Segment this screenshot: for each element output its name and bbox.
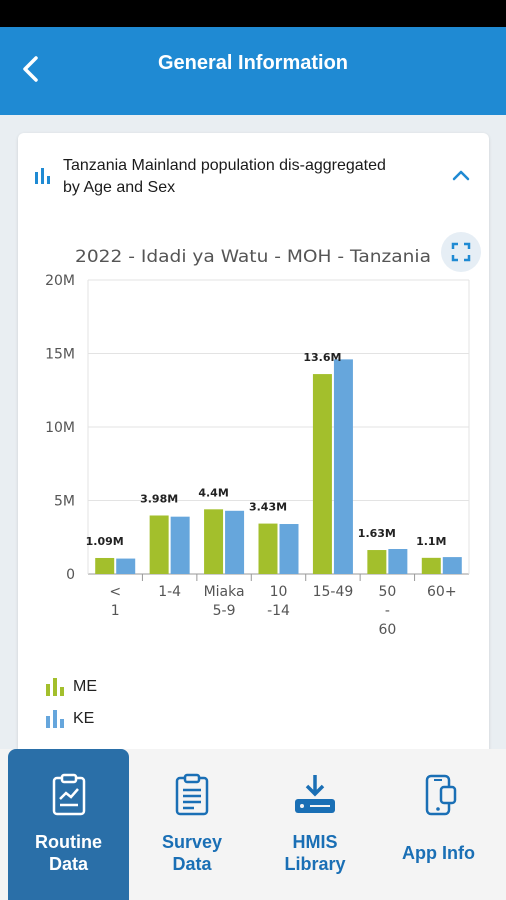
legend-bar-icon [46,710,64,728]
bar-ke [116,558,136,574]
chevron-up-icon[interactable] [450,165,472,185]
legend-item-me[interactable]: ME [46,678,97,698]
nav-label: Routine [35,832,102,852]
x-tick-label: - [385,603,390,619]
bar-chart: 2022 - Idadi ya Watu - MOH - Tanzania 0 5… [45,247,470,638]
page-title: General Information [157,52,349,74]
bar-me [312,374,332,574]
y-tick-label: 20M [45,273,75,289]
bar-chart-icon [35,168,50,184]
clipboard-chart-icon [52,773,85,816]
clipboard-list-icon [175,773,209,816]
bar-ke [279,524,299,574]
card-title: Tanzania Mainland population dis-aggrega… [63,157,386,196]
nav-label: HMIS [292,832,338,852]
bar-ke [333,359,353,574]
back-button[interactable] [12,49,52,89]
x-tick-label: Miaka [204,584,245,600]
x-tick-label: 50 [378,584,396,600]
nav-label: Data [48,854,88,874]
bottom-navigation: Routine Data Survey Data HMIS Library Ap… [0,749,506,900]
data-label: 3.43M [249,501,287,514]
bar-ke [388,549,408,574]
nav-app-info[interactable]: App Info [379,749,498,900]
x-tick-label: 60 [378,622,396,638]
data-label: 4.4M [198,486,228,499]
data-label: 1.63M [358,527,396,540]
bar-me [95,557,115,574]
fullscreen-icon [451,242,471,262]
y-tick-label: 0 [66,567,75,583]
x-tick-label: 1 [111,603,120,619]
bar-me [421,557,441,574]
x-tick-label: 5-9 [213,603,236,619]
bar-ke [442,557,462,574]
bar-me [149,515,169,574]
data-label: 13.6M [303,351,341,364]
legend-bar-icon [46,678,64,696]
x-tick-label: 60+ [427,584,457,600]
data-label: 3.98M [140,492,178,505]
data-label: 1.09M [86,535,124,548]
nav-routine-data[interactable]: Routine Data [8,749,129,900]
chevron-left-icon [23,56,38,82]
x-tick-label: 1-4 [158,584,181,600]
card-header[interactable]: Tanzania Mainland population dis-aggrega… [18,133,489,213]
bar-me [258,523,278,574]
nav-label: Library [284,854,346,874]
download-drive-icon [295,775,335,813]
chart-title: 2022 - Idadi ya Watu - MOH - Tanzania [75,247,431,267]
nav-survey-data[interactable]: Survey Data [133,749,251,900]
bar-ke [170,516,190,574]
y-tick-label: 15M [45,347,75,363]
x-tick-label: -14 [267,603,290,619]
app-bar: General Information [0,27,506,115]
x-tick-label: 15-49 [313,584,354,600]
nav-label: Survey [161,832,223,852]
legend-item-ke[interactable]: KE [46,710,94,730]
x-tick-label: < [109,584,121,600]
legend-label: ME [73,678,97,695]
x-tick-label: 10 [270,584,288,600]
status-bar [0,0,506,27]
phone-info-icon [425,774,456,816]
y-tick-label: 10M [45,420,75,436]
nav-label: Data [172,854,212,874]
bar-me [204,509,224,574]
bar-me [367,550,387,574]
nav-label: App Info [402,843,475,863]
chart-card: Tanzania Mainland population dis-aggrega… [18,133,489,773]
legend-label: KE [73,710,95,727]
data-label: 1.1M [416,535,446,548]
y-tick-label: 5M [54,494,75,510]
bar-ke [225,510,245,574]
fullscreen-button[interactable] [441,232,481,272]
nav-hmis-library[interactable]: HMIS Library [255,749,375,900]
